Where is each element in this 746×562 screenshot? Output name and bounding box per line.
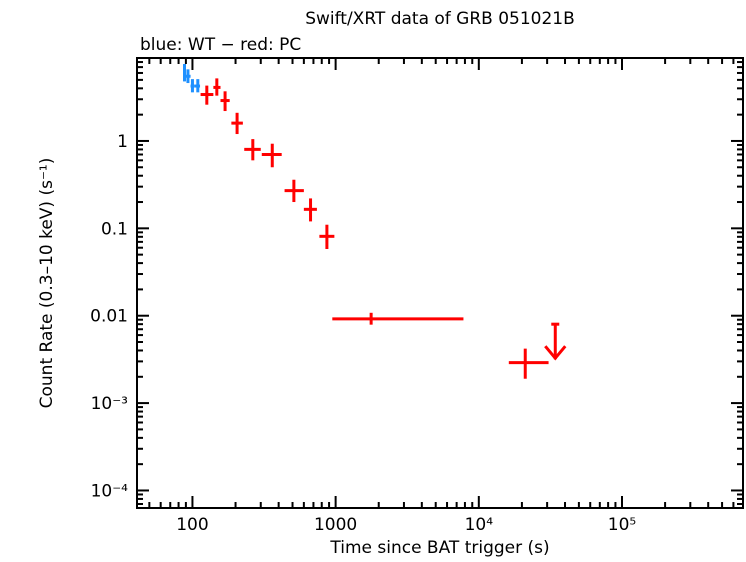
data-point-wt	[182, 63, 186, 82]
y-tick-label: 10⁻³	[91, 394, 128, 414]
y-axis-label: Count Rate (0.3–10 keV) (s⁻¹)	[37, 158, 57, 409]
data-point-pc	[508, 348, 549, 379]
data-point-pc	[220, 91, 230, 112]
data-point-pc	[261, 143, 282, 168]
upper-limit	[544, 322, 567, 361]
data-point-wt	[190, 79, 195, 93]
x-tick-label: 10⁵	[608, 515, 636, 535]
x-axis-label: Time since BAT trigger (s)	[329, 538, 549, 558]
data-point-pc	[332, 312, 464, 325]
chart-subtitle: blue: WT − red: PC	[140, 35, 301, 55]
data-point-pc	[284, 179, 304, 203]
data-point-pc	[319, 224, 335, 250]
data-point-wt	[194, 79, 201, 93]
y-tick-label: 0.1	[101, 219, 128, 239]
x-tick-label: 10⁴	[465, 515, 494, 535]
y-tick-label: 0.01	[90, 307, 128, 327]
data-point-pc	[200, 85, 214, 105]
chart-title: Swift/XRT data of GRB 051021B	[305, 9, 575, 29]
x-tick-label: 1000	[314, 515, 357, 535]
data-point-pc	[244, 139, 261, 161]
plot-frame	[136, 57, 744, 509]
data-point-pc	[231, 112, 243, 135]
down-arrow-icon	[544, 345, 567, 361]
data-point-pc	[213, 78, 221, 96]
data-point-wt	[185, 69, 191, 84]
y-tick-label: 10⁻⁴	[91, 481, 129, 501]
y-tick-label: 1	[117, 132, 128, 152]
data-point-pc	[303, 198, 317, 222]
x-tick-label: 100	[176, 515, 208, 535]
